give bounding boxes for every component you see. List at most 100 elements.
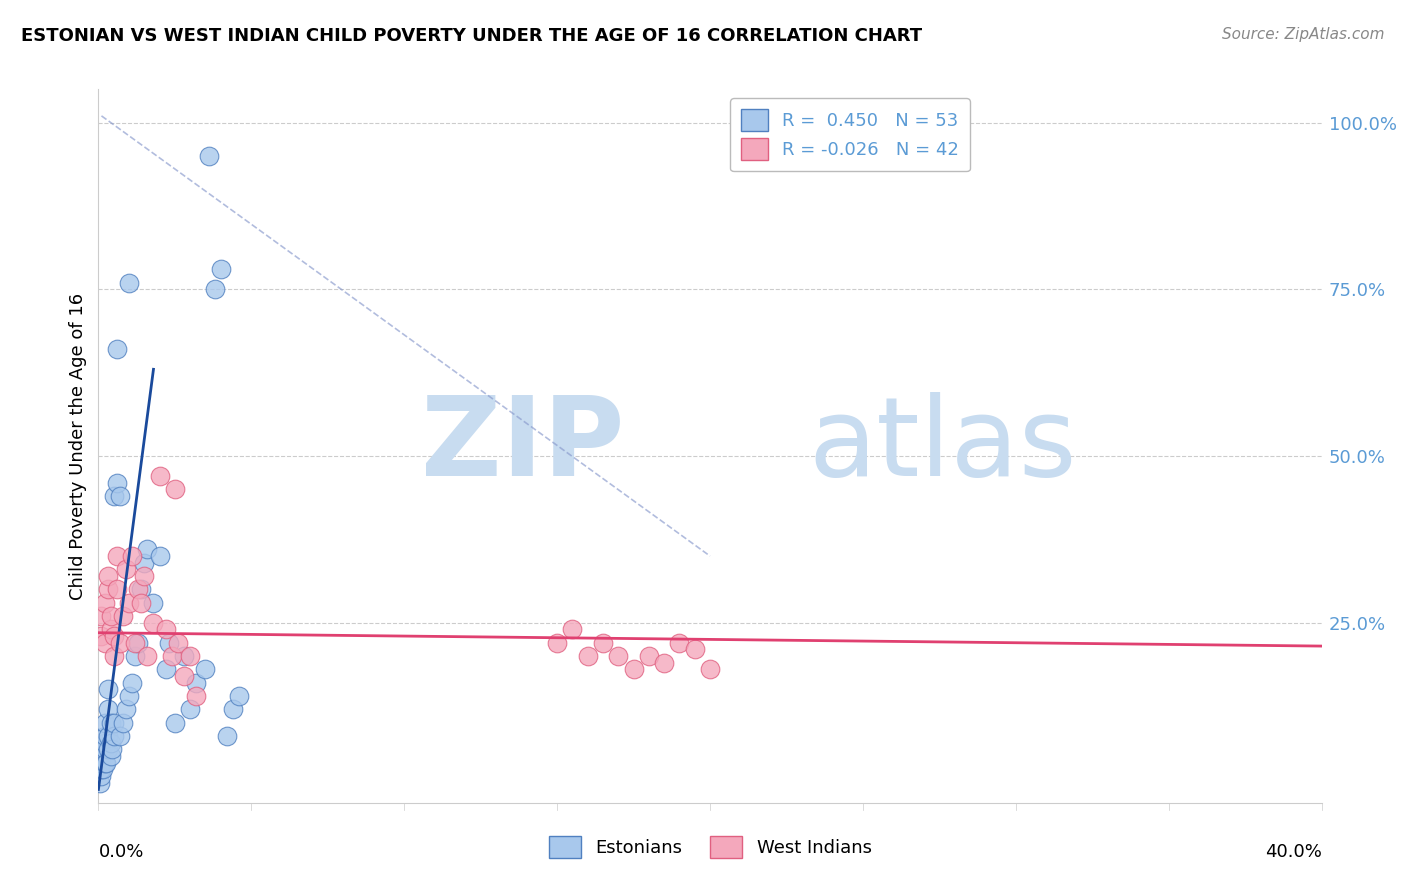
Point <box>90 769 112 783</box>
Point <box>155 623 177 637</box>
Point <box>121 549 143 563</box>
Point <box>157 636 180 650</box>
Point <box>204 282 226 296</box>
Point <box>118 596 141 610</box>
Point <box>194 662 217 676</box>
Point <box>97 682 120 697</box>
Point <box>142 596 165 610</box>
Text: atlas: atlas <box>808 392 1077 500</box>
Point <box>607 649 630 664</box>
Point <box>129 596 152 610</box>
Point <box>222 702 245 716</box>
Point <box>100 609 122 624</box>
Point <box>97 729 120 743</box>
Point <box>103 629 125 643</box>
Point <box>108 489 131 503</box>
Point <box>97 742 120 756</box>
Point <box>127 582 149 597</box>
Point <box>115 562 138 576</box>
Point <box>623 662 645 676</box>
Point <box>97 582 120 597</box>
Point <box>100 715 122 730</box>
Point <box>186 675 208 690</box>
Point <box>197 149 219 163</box>
Point <box>103 715 125 730</box>
Point <box>215 729 238 743</box>
Point <box>100 623 122 637</box>
Point <box>668 636 690 650</box>
Point <box>108 636 131 650</box>
Point <box>91 763 114 777</box>
Point <box>90 742 112 756</box>
Point <box>90 629 112 643</box>
Point <box>652 656 675 670</box>
Point <box>155 662 177 676</box>
Point <box>142 615 165 630</box>
Point <box>101 742 124 756</box>
Point <box>209 262 232 277</box>
Point <box>93 742 115 756</box>
Point <box>90 763 112 777</box>
Point <box>124 636 146 650</box>
Point <box>97 702 120 716</box>
Point <box>228 689 250 703</box>
Point <box>93 636 115 650</box>
Point <box>163 715 186 730</box>
Text: Source: ZipAtlas.com: Source: ZipAtlas.com <box>1222 27 1385 42</box>
Point <box>100 736 122 750</box>
Point <box>93 596 115 610</box>
Point <box>561 623 583 637</box>
Point <box>105 582 128 597</box>
Point <box>93 729 115 743</box>
Point <box>118 689 141 703</box>
Point <box>134 569 156 583</box>
Point <box>105 549 128 563</box>
Point <box>173 669 195 683</box>
Point <box>90 756 112 770</box>
Point <box>124 649 146 664</box>
Point <box>118 276 141 290</box>
Point <box>683 642 706 657</box>
Point <box>105 343 128 357</box>
Point <box>127 636 149 650</box>
Point <box>186 689 208 703</box>
Point <box>111 609 134 624</box>
Point <box>93 715 115 730</box>
Point <box>592 636 614 650</box>
Point <box>121 675 143 690</box>
Text: 0.0%: 0.0% <box>98 843 143 861</box>
Point <box>103 729 125 743</box>
Point <box>103 649 125 664</box>
Point <box>136 542 159 557</box>
Text: ESTONIAN VS WEST INDIAN CHILD POVERTY UNDER THE AGE OF 16 CORRELATION CHART: ESTONIAN VS WEST INDIAN CHILD POVERTY UN… <box>21 27 922 45</box>
Point <box>105 475 128 490</box>
Point <box>94 756 117 770</box>
Point <box>89 776 111 790</box>
Text: ZIP: ZIP <box>420 392 624 500</box>
Point <box>173 649 195 664</box>
Point <box>179 649 201 664</box>
Y-axis label: Child Poverty Under the Age of 16: Child Poverty Under the Age of 16 <box>69 293 87 599</box>
Point <box>115 702 138 716</box>
Point <box>163 483 186 497</box>
Point <box>160 649 183 664</box>
Point <box>103 489 125 503</box>
Point <box>149 469 172 483</box>
Point <box>100 749 122 764</box>
Point <box>637 649 661 664</box>
Point <box>136 649 159 664</box>
Point <box>108 729 131 743</box>
Point <box>90 609 112 624</box>
Point <box>149 549 172 563</box>
Point <box>546 636 568 650</box>
Point <box>90 749 112 764</box>
Point <box>134 556 156 570</box>
Text: 40.0%: 40.0% <box>1265 843 1322 861</box>
Point <box>699 662 721 676</box>
Point <box>179 702 201 716</box>
Point <box>93 736 115 750</box>
Point <box>129 582 152 597</box>
Point <box>111 715 134 730</box>
Point <box>93 756 115 770</box>
Point <box>167 636 190 650</box>
